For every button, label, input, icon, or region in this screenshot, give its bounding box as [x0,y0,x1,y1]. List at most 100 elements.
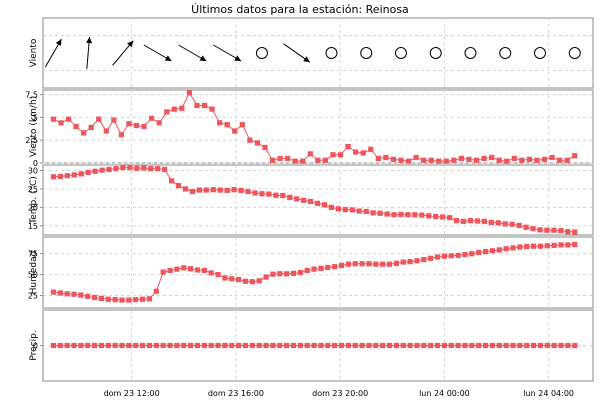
data-point [311,266,317,272]
series-line-temp [53,167,575,233]
data-point [57,173,63,180]
data-point [386,261,393,267]
data-point [78,292,84,298]
data-point [140,342,146,349]
data-point [57,290,63,296]
data-point [530,243,537,249]
data-point [78,342,84,349]
data-point [359,342,365,349]
data-point [231,187,237,193]
y-axis-label: Precip. [29,330,39,360]
data-point [441,253,448,259]
wind-calm-circle [360,47,373,59]
y-axis-label: Temp. (°C) [29,176,39,225]
data-point [414,258,420,264]
data-point [88,124,94,131]
data-point [149,115,155,121]
wind-calm-circle [534,47,547,59]
data-point [148,166,154,172]
data-point [441,342,448,349]
data-point [236,277,242,283]
data-point [386,342,393,349]
data-point [332,342,338,349]
data-point [201,102,208,109]
data-point [572,342,578,349]
data-point [488,219,494,226]
data-point [174,342,180,349]
data-point [448,342,454,349]
data-point [391,212,397,218]
y-tick-label: 2,5 [25,136,38,145]
data-point [252,190,258,196]
data-point [462,342,468,349]
y-tick-label: 0 [33,342,38,351]
data-point [537,342,544,349]
panel-frame-wind [42,17,594,89]
data-point [297,342,303,349]
data-point [345,143,351,150]
data-point [476,249,482,256]
data-point [462,251,468,258]
data-point [332,264,338,270]
data-point [551,242,557,248]
data-point [273,192,279,198]
data-point [458,155,465,162]
wind-arrow-head [303,56,310,63]
data-point [188,266,194,272]
y-tick-label: 15 [28,222,38,231]
data-point [99,167,105,173]
data-point [368,146,374,152]
x-tick-label: dom 23 16:00 [208,389,264,398]
data-point [428,255,434,261]
data-point [496,247,502,253]
data-point [287,194,293,201]
chart-title: Últimos datos para la estación: Reinosa [191,3,409,16]
data-point [466,156,472,162]
data-point [405,158,412,164]
data-point [91,342,98,349]
data-point [353,149,359,155]
data-point [112,297,118,303]
data-point [232,128,238,134]
wind-calm-circle [325,47,338,59]
data-point [263,274,269,280]
data-point [443,158,449,164]
data-point [64,173,70,179]
data-point [106,166,112,173]
data-point [186,90,193,96]
data-point [134,165,140,171]
data-point [530,226,536,232]
data-point [300,158,306,164]
data-point [194,342,201,349]
data-point [489,248,496,254]
data-point [308,198,314,205]
data-point [519,157,525,163]
y-axis-label: Viento [29,38,39,67]
data-point [482,342,489,349]
data-point [118,132,125,138]
data-point [194,102,200,109]
data-point [517,244,523,250]
data-point [127,164,133,171]
data-point [516,222,522,229]
data-point [377,210,383,216]
data-point [398,157,404,163]
data-point [504,158,510,164]
data-point [510,245,516,251]
data-point [167,342,173,349]
data-point [551,227,557,233]
data-point [526,156,533,162]
data-point [215,271,221,278]
y-tick-label: 30 [28,167,38,176]
y-tick-label: 25 [28,291,38,300]
data-point [473,157,480,163]
data-point [489,342,496,349]
data-point [544,243,550,249]
y-tick-label: 75 [28,250,38,259]
data-point [356,208,362,214]
data-point [224,187,230,194]
data-point [249,279,255,285]
data-point [325,342,331,349]
data-point [113,166,119,172]
